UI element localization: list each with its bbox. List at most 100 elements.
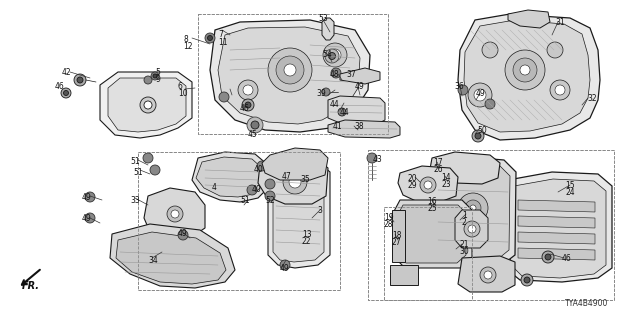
Polygon shape <box>322 18 334 40</box>
Circle shape <box>77 77 83 83</box>
Polygon shape <box>144 188 205 240</box>
Circle shape <box>474 89 486 101</box>
Polygon shape <box>328 120 400 138</box>
Text: 41: 41 <box>333 122 342 131</box>
Circle shape <box>484 271 492 279</box>
Polygon shape <box>434 163 510 262</box>
Circle shape <box>238 80 258 100</box>
Text: 49: 49 <box>355 82 365 91</box>
Text: 44: 44 <box>340 108 349 117</box>
Text: 27: 27 <box>392 238 402 247</box>
Circle shape <box>513 58 537 82</box>
Text: 31: 31 <box>555 18 564 27</box>
Text: 15: 15 <box>565 181 575 190</box>
Polygon shape <box>455 210 488 248</box>
Polygon shape <box>508 10 550 28</box>
Text: 5: 5 <box>155 68 160 77</box>
Text: 49: 49 <box>82 193 92 202</box>
Text: 2: 2 <box>462 218 467 227</box>
Text: 22: 22 <box>302 237 312 246</box>
Text: 17: 17 <box>433 158 443 167</box>
Circle shape <box>74 74 86 86</box>
Circle shape <box>521 274 533 286</box>
Circle shape <box>150 165 160 175</box>
Polygon shape <box>458 14 600 140</box>
Circle shape <box>257 161 267 171</box>
Circle shape <box>268 48 312 92</box>
Circle shape <box>520 65 530 75</box>
Text: 49: 49 <box>476 89 486 98</box>
Bar <box>368 150 614 300</box>
Text: 51: 51 <box>130 157 140 166</box>
Circle shape <box>85 213 95 223</box>
Polygon shape <box>396 205 466 263</box>
Circle shape <box>61 88 71 98</box>
Text: 32: 32 <box>587 94 596 103</box>
Text: TYA4B4900: TYA4B4900 <box>564 299 608 308</box>
Text: 54: 54 <box>322 50 332 59</box>
Circle shape <box>465 200 481 216</box>
Text: 11: 11 <box>218 38 227 47</box>
Polygon shape <box>340 68 380 84</box>
Circle shape <box>550 80 570 100</box>
Polygon shape <box>258 156 328 204</box>
Text: 46: 46 <box>240 104 250 113</box>
Circle shape <box>242 99 254 111</box>
Text: 49: 49 <box>280 264 290 273</box>
Circle shape <box>468 225 476 233</box>
Polygon shape <box>328 96 385 125</box>
Text: 51: 51 <box>240 196 250 205</box>
Circle shape <box>205 33 215 43</box>
Bar <box>198 14 388 134</box>
Polygon shape <box>273 165 324 262</box>
Circle shape <box>545 254 551 260</box>
Circle shape <box>470 205 476 211</box>
Polygon shape <box>430 157 516 268</box>
Polygon shape <box>392 210 405 262</box>
Circle shape <box>420 177 436 193</box>
Text: 46: 46 <box>562 254 572 263</box>
Circle shape <box>276 56 304 84</box>
Text: 24: 24 <box>565 188 575 197</box>
Circle shape <box>151 72 159 80</box>
Circle shape <box>322 88 330 96</box>
Circle shape <box>265 179 275 189</box>
Text: 8: 8 <box>183 35 188 44</box>
Text: 49: 49 <box>82 214 92 223</box>
Text: 20: 20 <box>408 174 418 183</box>
Circle shape <box>153 74 157 78</box>
Polygon shape <box>508 179 606 278</box>
Text: 25: 25 <box>427 204 436 213</box>
Bar <box>384 207 472 300</box>
Text: 23: 23 <box>441 180 451 189</box>
Text: 1: 1 <box>462 211 467 220</box>
Circle shape <box>280 260 290 270</box>
Circle shape <box>207 36 212 41</box>
Text: 14: 14 <box>441 173 451 182</box>
Circle shape <box>171 210 179 218</box>
Text: FR.: FR. <box>22 281 40 291</box>
Text: 29: 29 <box>408 181 418 190</box>
Bar <box>138 152 340 290</box>
Polygon shape <box>458 256 515 292</box>
Circle shape <box>524 277 530 283</box>
Text: 3: 3 <box>317 206 322 215</box>
Text: 16: 16 <box>427 197 436 206</box>
Polygon shape <box>390 265 418 285</box>
Text: 28: 28 <box>384 220 394 229</box>
Text: 44: 44 <box>330 100 340 109</box>
Circle shape <box>485 99 495 109</box>
Text: 12: 12 <box>183 42 193 51</box>
Text: 30: 30 <box>459 247 468 256</box>
Polygon shape <box>100 72 192 138</box>
Circle shape <box>283 170 307 194</box>
Polygon shape <box>268 160 330 268</box>
Text: 36: 36 <box>454 82 464 91</box>
Text: 33: 33 <box>130 196 140 205</box>
Polygon shape <box>392 200 472 268</box>
Polygon shape <box>110 224 235 288</box>
Text: 18: 18 <box>392 231 401 240</box>
Circle shape <box>424 181 432 189</box>
Circle shape <box>480 267 496 283</box>
Polygon shape <box>210 20 370 132</box>
